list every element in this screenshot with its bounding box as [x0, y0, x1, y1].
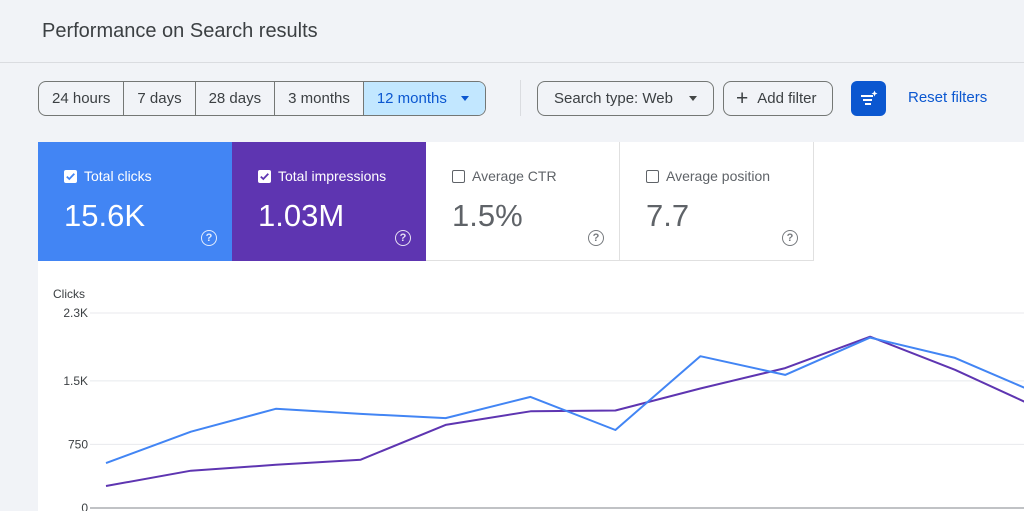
metric-value: 1.03M: [258, 198, 345, 233]
y-tick-label: 0: [81, 501, 88, 511]
y-axis-label: Clicks: [53, 287, 85, 301]
y-tick-label: 1.5K: [63, 374, 88, 388]
metric-card-total-impressions[interactable]: Total impressions 1.03M ?: [232, 142, 426, 261]
metric-card-total-clicks[interactable]: Total clicks 15.6K ?: [38, 142, 232, 261]
checkbox-checked-icon[interactable]: [64, 169, 77, 183]
metric-label-row: Total impressions: [258, 168, 386, 184]
series-line-clicks: [105, 336, 1024, 465]
metric-value: 15.6K: [64, 198, 146, 233]
filter-options-button[interactable]: [851, 81, 886, 116]
y-tick-label: 750: [68, 437, 88, 451]
page-title: Performance on Search results: [42, 20, 318, 42]
search-type-dropdown[interactable]: Search type: Web: [537, 81, 714, 116]
range-12-months-label: 12 months: [376, 90, 447, 107]
metric-label-row: Total clicks: [64, 168, 152, 184]
chevron-down-icon: [688, 96, 697, 101]
checkbox-unchecked-icon[interactable]: [452, 169, 465, 183]
help-icon[interactable]: ?: [782, 230, 798, 246]
metric-label: Total clicks: [84, 168, 152, 184]
metric-value: 1.5%: [452, 198, 523, 233]
range-3-months-button[interactable]: 3 months: [275, 82, 364, 115]
range-7-days-button[interactable]: 7 days: [124, 82, 196, 115]
add-filter-button[interactable]: + Add filter: [723, 81, 834, 116]
reset-filters-link[interactable]: Reset filters: [908, 89, 988, 106]
metric-label: Average CTR: [472, 168, 557, 184]
y-tick-label: 2.3K: [63, 306, 88, 320]
chevron-down-icon: [460, 96, 469, 101]
range-28-days-button[interactable]: 28 days: [196, 82, 276, 115]
help-icon[interactable]: ?: [395, 230, 411, 246]
metric-label-row: Average position: [646, 168, 770, 184]
metric-label: Average position: [666, 168, 771, 184]
series-line-impressions: [105, 335, 1024, 487]
toolbar-divider: [520, 80, 521, 116]
help-icon[interactable]: ?: [201, 230, 217, 246]
metric-card-average-ctr[interactable]: Average CTR 1.5% ?: [426, 142, 620, 261]
metric-value: 7.7: [646, 198, 690, 233]
metric-label: Total impressions: [278, 168, 387, 184]
search-type-label: Search type: Web: [554, 90, 673, 107]
range-12-months-button[interactable]: 12 months: [363, 82, 485, 115]
help-icon[interactable]: ?: [588, 230, 604, 246]
header-divider: [0, 62, 1024, 63]
metric-label-row: Average CTR: [452, 168, 557, 184]
filter-sparkle-icon: [860, 90, 877, 105]
date-range-selector: 24 hours 7 days 28 days 3 months 12 mont…: [38, 81, 486, 116]
add-filter-label: Add filter: [757, 90, 817, 107]
plus-icon: +: [736, 87, 749, 110]
checkbox-unchecked-icon[interactable]: [646, 169, 659, 183]
checkbox-checked-icon[interactable]: [258, 169, 271, 183]
range-24-hours-button[interactable]: 24 hours: [39, 82, 125, 115]
metric-card-average-position[interactable]: Average position 7.7 ?: [620, 142, 814, 261]
